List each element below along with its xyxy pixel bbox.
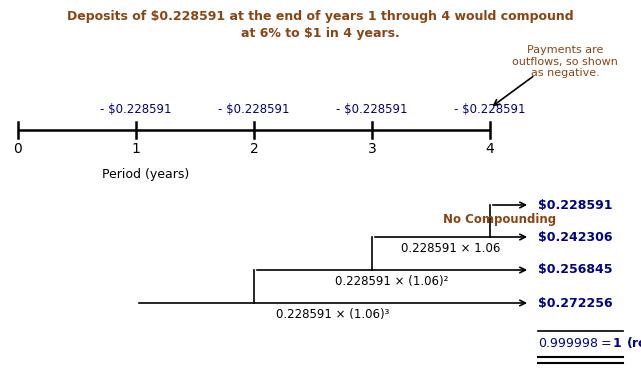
Text: 0: 0 (13, 142, 22, 156)
Text: 0.228591 × (1.06)²: 0.228591 × (1.06)² (335, 275, 449, 288)
Text: $0.228591: $0.228591 (538, 199, 613, 211)
Text: 4: 4 (486, 142, 494, 156)
Text: 0.228591 × 1.06: 0.228591 × 1.06 (401, 242, 501, 255)
Text: 0.228591 × (1.06)³: 0.228591 × (1.06)³ (276, 308, 390, 321)
Text: $0.272256: $0.272256 (538, 296, 613, 310)
Text: - $0.228591: - $0.228591 (454, 103, 526, 116)
Text: Deposits of $0.228591 at the end of years 1 through 4 would compound: Deposits of $0.228591 at the end of year… (67, 10, 573, 23)
Text: - $0.228591: - $0.228591 (337, 103, 408, 116)
Text: $0.256845: $0.256845 (538, 263, 613, 276)
Text: 1: 1 (131, 142, 140, 156)
Text: at 6% to $1 in 4 years.: at 6% to $1 in 4 years. (240, 27, 399, 40)
Text: 3: 3 (368, 142, 376, 156)
Text: No Compounding: No Compounding (444, 213, 556, 226)
Text: $0.242306: $0.242306 (538, 231, 613, 243)
Text: $0.999998  = $1 (rounding): $0.999998 = $1 (rounding) (538, 335, 641, 352)
Text: - $0.228591: - $0.228591 (218, 103, 290, 116)
Text: 2: 2 (249, 142, 258, 156)
Text: Period (years): Period (years) (103, 168, 190, 181)
Text: - $0.228591: - $0.228591 (100, 103, 172, 116)
Text: Payments are
outflows, so shown
as negative.: Payments are outflows, so shown as negat… (512, 45, 618, 78)
